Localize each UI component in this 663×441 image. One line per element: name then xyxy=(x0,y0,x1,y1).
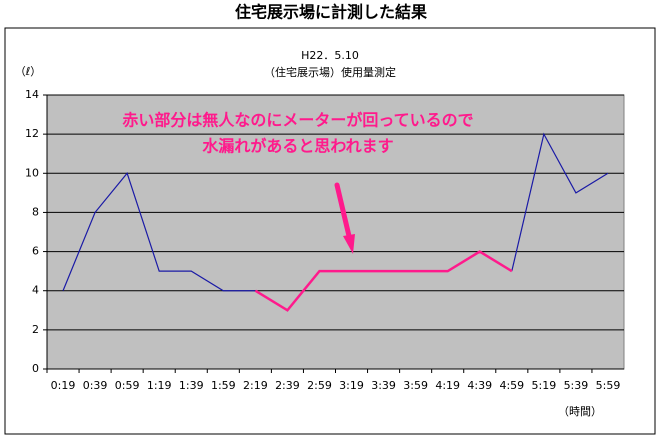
x-tick-label: 0:19 xyxy=(51,379,76,392)
y-tick-label: 2 xyxy=(32,323,39,336)
plot-background xyxy=(46,94,625,370)
y-axis-label: （ℓ） xyxy=(15,65,42,78)
x-tick-label: 5:39 xyxy=(564,379,589,392)
x-tick-label: 0:39 xyxy=(83,379,108,392)
x-tick-label: 0:59 xyxy=(115,379,140,392)
y-tick-label: 6 xyxy=(32,245,39,258)
x-tick-label: 3:59 xyxy=(403,379,428,392)
x-tick-label: 1:19 xyxy=(147,379,172,392)
y-tick-label: 4 xyxy=(32,284,39,297)
y-tick-label: 12 xyxy=(25,127,39,140)
y-tick-label: 10 xyxy=(25,166,39,179)
annotation-arrow xyxy=(334,182,352,239)
plot-area: 0 2 4 6 8 10 12 14 0:19 0:39 0:59 1:19 1:39 1:59 2:19 2… xyxy=(25,88,625,392)
x-tick-label: 2:19 xyxy=(243,379,268,392)
x-tick-label: 3:39 xyxy=(371,379,396,392)
x-tick-label: 5:59 xyxy=(596,379,621,392)
data-line xyxy=(254,250,513,312)
y-tick-label: 8 xyxy=(32,205,39,218)
x-tick-label: 2:39 xyxy=(275,379,300,392)
annotation-arrowhead xyxy=(343,234,355,254)
annotation: 赤い部分は無人なのにメーターが回っているので xyxy=(122,111,473,130)
chart-title: 住宅展示場に計測した結果 xyxy=(235,3,427,22)
x-tick-label: 4:39 xyxy=(467,379,492,392)
x-tick-label: 1:59 xyxy=(211,379,236,392)
x-tick-label: 1:39 xyxy=(179,379,204,392)
y-tick-label: 0 xyxy=(32,362,39,375)
annotation: 水漏れがあると思われます xyxy=(202,137,393,156)
x-tick-label: 4:19 xyxy=(435,379,460,392)
x-tick-label: 5:19 xyxy=(532,379,557,392)
y-tick-label: 14 xyxy=(25,88,39,101)
x-tick-label: 4:59 xyxy=(499,379,524,392)
chart-subtitle: （住宅展示場）使用量測定 xyxy=(264,65,396,79)
x-tick-label: 3:19 xyxy=(339,379,364,392)
data-line xyxy=(62,132,609,292)
x-axis-label: （時間） xyxy=(558,405,602,418)
x-tick-label: 2:59 xyxy=(307,379,332,392)
chart-subtitle: H22．5.10 xyxy=(301,49,359,62)
